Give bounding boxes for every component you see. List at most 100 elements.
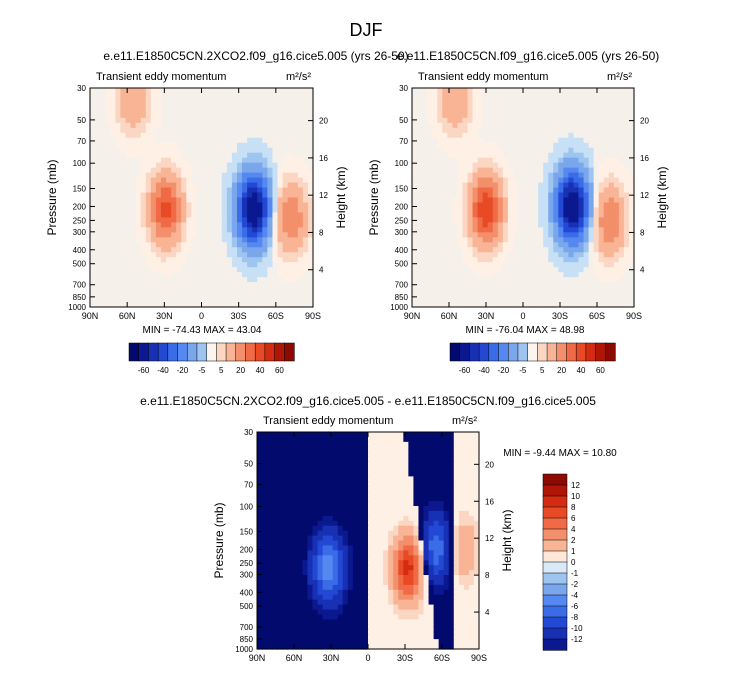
heatmap-cell bbox=[297, 137, 304, 144]
heatmap-cell bbox=[337, 530, 344, 537]
heatmap-cell bbox=[206, 152, 213, 159]
heatmap-cell bbox=[160, 272, 167, 278]
heatmap-cell bbox=[115, 277, 122, 283]
heatmap-cell bbox=[427, 97, 433, 104]
heatmap-cell bbox=[140, 297, 147, 303]
heatmap-cell bbox=[512, 122, 519, 129]
heatmap-cell bbox=[282, 182, 289, 189]
heatmap-cell bbox=[403, 515, 409, 522]
heatmap-cell bbox=[417, 277, 423, 283]
heatmap-cell bbox=[628, 147, 635, 154]
heatmap-cell bbox=[196, 172, 203, 179]
heatmap-cell bbox=[433, 456, 440, 463]
y-right-tick-label: 8 bbox=[319, 228, 324, 237]
heatmap-cell bbox=[628, 232, 635, 238]
heatmap-cell bbox=[613, 137, 620, 144]
heatmap-cell bbox=[277, 222, 284, 228]
heatmap-cell bbox=[573, 162, 580, 169]
heatmap-cell bbox=[226, 142, 233, 149]
heatmap-cell bbox=[523, 182, 529, 189]
heatmap-cell bbox=[412, 147, 418, 154]
heatmap-cell bbox=[452, 88, 459, 94]
heatmap-cell bbox=[257, 515, 263, 522]
heatmap-cell bbox=[533, 242, 539, 248]
heatmap-cell bbox=[201, 292, 208, 298]
heatmap-cell bbox=[347, 446, 354, 453]
heatmap-cell bbox=[512, 267, 519, 273]
heatmap-cell bbox=[507, 152, 514, 159]
heatmap-cell bbox=[588, 282, 595, 288]
heatmap-cell bbox=[105, 132, 111, 139]
heatmap-cell bbox=[247, 157, 253, 164]
heatmap-cell bbox=[482, 227, 489, 233]
heatmap-cell bbox=[302, 157, 309, 164]
heatmap-cell bbox=[477, 212, 484, 219]
heatmap-cell bbox=[150, 107, 157, 114]
heatmap-cell bbox=[613, 147, 620, 154]
heatmap-cell bbox=[423, 530, 430, 537]
heatmap-cell bbox=[277, 167, 284, 174]
heatmap-cell bbox=[548, 172, 554, 179]
heatmap-cell bbox=[417, 227, 423, 233]
heatmap-cell bbox=[201, 237, 208, 243]
heatmap-cell bbox=[447, 262, 453, 268]
heatmap-cell bbox=[297, 127, 304, 134]
heatmap-cell bbox=[302, 147, 309, 154]
heatmap-cell bbox=[447, 237, 453, 243]
heatmap-cell bbox=[120, 242, 127, 248]
heatmap-cell bbox=[186, 177, 192, 184]
heatmap-cell bbox=[292, 237, 299, 243]
heatmap-cell bbox=[307, 282, 314, 288]
heatmap-cell bbox=[583, 187, 590, 194]
heatmap-cell bbox=[583, 242, 590, 248]
heatmap-cell bbox=[287, 252, 294, 258]
heatmap-cell bbox=[206, 257, 213, 263]
heatmap-cell bbox=[231, 297, 238, 303]
heatmap-cell bbox=[140, 252, 147, 258]
heatmap-cell bbox=[458, 530, 465, 537]
heatmap-cell bbox=[533, 162, 539, 169]
heatmap-cell bbox=[573, 197, 580, 204]
heatmap-cell bbox=[150, 117, 157, 124]
heatmap-cell bbox=[603, 272, 610, 278]
heatmap-cell bbox=[257, 441, 263, 448]
heatmap-cell bbox=[160, 88, 167, 94]
y-right-tick-label: 12 bbox=[319, 191, 328, 200]
heatmap-cell bbox=[211, 147, 218, 154]
heatmap-cell bbox=[236, 127, 243, 134]
heatmap-cell bbox=[206, 88, 213, 94]
heatmap-cell bbox=[267, 107, 274, 114]
heatmap-cell bbox=[191, 302, 198, 308]
heatmap-cell bbox=[272, 162, 279, 169]
heatmap-cell bbox=[257, 451, 263, 458]
heatmap-cell bbox=[115, 207, 122, 214]
heatmap-cell bbox=[105, 112, 111, 119]
heatmap-cell bbox=[558, 237, 564, 243]
heatmap-cell bbox=[517, 302, 524, 308]
heatmap-cell bbox=[242, 92, 248, 99]
heatmap-cell bbox=[115, 237, 122, 243]
heatmap-cell bbox=[267, 287, 274, 293]
heatmap-cell bbox=[262, 117, 268, 124]
heatmap-cell bbox=[423, 476, 430, 482]
heatmap-cell bbox=[140, 202, 147, 209]
heatmap-cell bbox=[378, 456, 384, 463]
heatmap-cell bbox=[613, 122, 620, 129]
heatmap-cell bbox=[383, 505, 389, 512]
heatmap-cell bbox=[422, 182, 428, 189]
heatmap-cell bbox=[312, 466, 319, 473]
heatmap-cell bbox=[110, 297, 116, 303]
heatmap-cell bbox=[448, 446, 455, 453]
heatmap-cell bbox=[130, 152, 137, 159]
heatmap-cell bbox=[512, 162, 519, 169]
heatmap-cell bbox=[297, 212, 304, 219]
heatmap-cell bbox=[186, 92, 192, 99]
heatmap-cell bbox=[593, 302, 600, 308]
heatmap-cell bbox=[267, 530, 273, 537]
y-right-tick-label: 16 bbox=[319, 154, 328, 163]
heatmap-cell bbox=[487, 242, 494, 248]
heatmap-cell bbox=[357, 476, 364, 482]
heatmap-cell bbox=[191, 282, 198, 288]
heatmap-cell bbox=[558, 267, 564, 273]
heatmap-cell bbox=[150, 257, 157, 263]
